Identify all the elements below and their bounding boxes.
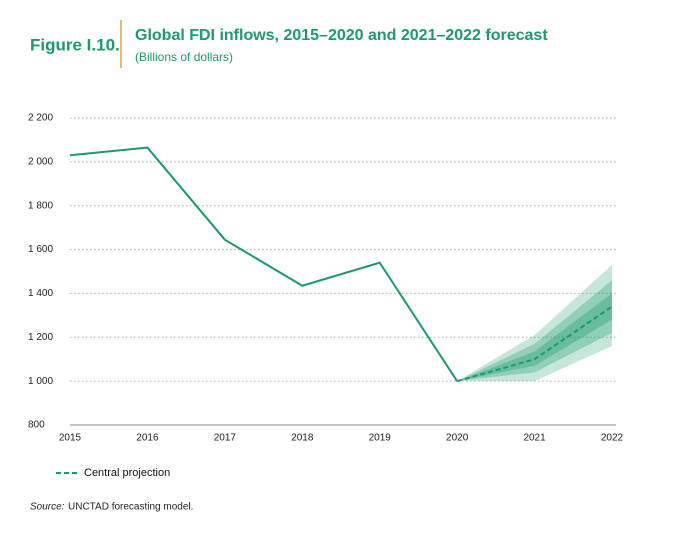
x-tick-label: 2018 [291,433,314,444]
actual-line [69,146,458,382]
y-tick-label: 1 000 [28,376,53,387]
y-tick-label: 1 200 [28,332,53,343]
y-tick-label: 800 [28,420,45,431]
x-tick-label: 2021 [523,433,546,444]
x-tick-label: 2016 [136,433,159,444]
chart-subtitle: (Billions of dollars) [135,50,233,64]
forecast-band [457,293,612,382]
y-tick-label: 1 600 [28,244,53,255]
chart-title: Global FDI inflows, 2015–2020 and 2021–2… [135,27,548,44]
figure-label: Figure I.10. [30,35,120,54]
y-tick-label: 1 800 [28,200,53,211]
legend-label: Central projection [84,467,170,479]
x-tick-label: 2020 [446,433,469,444]
forecast-band [457,264,612,382]
x-tick-label: 2022 [601,433,624,444]
projection-line [456,305,613,383]
forecast-band [457,280,612,382]
x-tick-label: 2015 [59,433,82,444]
source-label: Source: [30,502,65,513]
x-tick-label: 2019 [369,433,392,444]
y-tick-label: 2 000 [28,156,53,167]
y-tick-label: 2 200 [28,113,53,124]
source-text: UNCTAD forecasting model. [68,502,193,513]
x-tick-label: 2017 [214,433,237,444]
y-tick-label: 1 400 [28,288,53,299]
